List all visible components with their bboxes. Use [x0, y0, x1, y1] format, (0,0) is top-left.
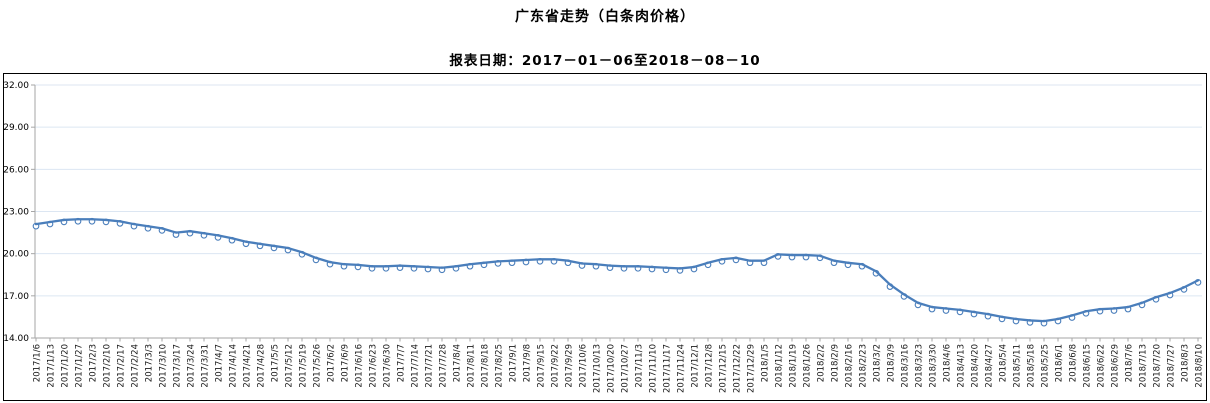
x-tick-label: 2017/8/18 [481, 344, 491, 388]
x-tick-label: 2017/10/6 [579, 344, 589, 388]
x-tick-label: 2017/12/29 [747, 344, 757, 393]
x-tick-label: 2017/6/2 [327, 344, 337, 382]
x-tick-label: 2017/7/21 [425, 344, 435, 388]
x-tick-label: 2018/2/9 [831, 344, 841, 382]
x-tick-label: 2018/5/4 [999, 344, 1009, 382]
x-tick-label: 2017/3/3 [145, 344, 155, 382]
x-tick-label: 2017/9/22 [551, 344, 561, 388]
x-tick-label: 2018/7/13 [1139, 344, 1149, 388]
x-tick-label: 2017/10/13 [593, 344, 603, 393]
x-tick-label: 2018/6/15 [1083, 344, 1093, 388]
x-tick-label: 2017/1/6 [33, 344, 43, 382]
x-tick-label: 2017/6/30 [383, 344, 393, 388]
x-tick-label: 2018/1/5 [761, 344, 771, 382]
y-tick-label: 20.00 [4, 250, 29, 260]
x-tick-label: 2017/11/3 [635, 344, 645, 388]
x-tick-label: 2018/4/20 [971, 344, 981, 388]
x-tick-label: 2018/3/30 [929, 344, 939, 388]
x-tick-label: 2017/9/8 [523, 344, 533, 382]
x-tick-label: 2018/5/11 [1013, 344, 1023, 388]
x-tick-label: 2018/2/23 [859, 344, 869, 388]
report-date-range: 报表日期：2017－01－06至2018－08－10 [449, 53, 761, 69]
x-tick-label: 2018/6/29 [1111, 344, 1121, 388]
x-tick-label: 2018/3/9 [887, 344, 897, 382]
x-tick-label: 2017/2/24 [131, 344, 141, 388]
x-tick-label: 2018/5/25 [1041, 344, 1051, 388]
price-trend-line [34, 218, 1200, 323]
y-tick-label: 29.00 [4, 123, 29, 133]
x-tick-label: 2018/6/8 [1069, 344, 1079, 382]
x-tick-label: 2018/6/22 [1097, 344, 1107, 388]
x-tick-label: 2018/3/23 [915, 344, 925, 388]
x-tick-label: 2017/9/29 [565, 344, 575, 388]
chart-frame: 32.00 29.00 26.00 23.00 20.00 17.00 14.00 2017/… [3, 73, 1207, 401]
price-trend-chart: 32.00 29.00 26.00 23.00 20.00 17.00 14.00 2017/… [3, 81, 1205, 393]
x-tick-label: 2017/11/24 [677, 344, 687, 393]
x-tick-label: 2017/10/27 [621, 344, 631, 393]
x-tick-label: 2017/3/10 [159, 344, 169, 388]
y-tick-label: 17.00 [4, 292, 29, 302]
x-tick-label: 2018/7/20 [1153, 344, 1163, 388]
x-tick-label: 2018/8/10 [1195, 344, 1205, 388]
x-tick-label: 2017/7/7 [397, 344, 407, 382]
x-tick-label: 2018/3/16 [901, 344, 911, 388]
x-tick-label: 2018/4/6 [943, 344, 953, 382]
x-tick-label: 2017/10/20 [607, 344, 617, 393]
x-tick-label: 2018/7/6 [1125, 344, 1135, 382]
x-tick-label: 2018/2/16 [845, 344, 855, 388]
x-tick-label: 2017/2/17 [117, 344, 127, 388]
x-tick-label: 2017/6/16 [355, 344, 365, 388]
x-tick-label: 2018/6/1 [1055, 344, 1065, 382]
y-tick-label: 14.00 [4, 334, 29, 344]
x-tick-label: 2017/7/28 [439, 344, 449, 388]
x-tick-label: 2017/5/26 [313, 344, 323, 388]
x-tick-label: 2018/7/27 [1167, 344, 1177, 388]
x-tick-label: 2017/3/24 [187, 344, 197, 388]
x-tick-label: 2018/8/3 [1181, 344, 1191, 382]
x-tick-label: 2018/1/12 [775, 344, 785, 388]
x-tick-label: 2017/12/8 [705, 344, 715, 388]
x-tick-label: 2017/6/9 [341, 344, 351, 382]
x-tick-label: 2017/8/25 [495, 344, 505, 388]
x-tick-label: 2017/1/27 [75, 344, 85, 388]
x-tick-label: 2017/9/1 [509, 344, 519, 382]
y-tick-label: 23.00 [4, 208, 29, 218]
chart-title: 广东省走势（白条肉价格） [515, 9, 695, 25]
y-tick-label: 26.00 [4, 165, 29, 175]
x-tick-label: 2017/6/23 [369, 344, 379, 388]
x-tick-label: 2018/1/19 [789, 344, 799, 388]
x-tick-label: 2017/3/17 [173, 344, 183, 388]
x-tick-label: 2018/2/2 [817, 344, 827, 382]
x-tick-label: 2017/5/5 [271, 344, 281, 382]
x-tick-label: 2017/12/15 [719, 344, 729, 393]
x-tick-label: 2018/4/13 [957, 344, 967, 388]
x-tick-label: 2017/4/28 [257, 344, 267, 388]
x-tick-label: 2017/1/20 [61, 344, 71, 388]
x-tick-label: 2017/3/31 [201, 344, 211, 388]
x-tick-label: 2017/12/1 [691, 344, 701, 388]
x-tick-label: 2018/5/18 [1027, 344, 1037, 388]
x-tick-label: 2017/5/12 [285, 344, 295, 388]
x-tick-label: 2017/11/17 [663, 344, 673, 393]
x-tick-label: 2017/5/19 [299, 344, 309, 388]
x-tick-label: 2017/9/15 [537, 344, 547, 388]
x-tick-label: 2017/4/14 [229, 344, 239, 388]
x-tick-label: 2017/4/7 [215, 344, 225, 382]
x-tick-label: 2017/8/11 [467, 344, 477, 388]
x-tick-label: 2017/4/21 [243, 344, 253, 388]
x-tick-label: 2018/1/26 [803, 344, 813, 388]
x-tick-label: 2017/8/4 [453, 344, 463, 382]
x-tick-label: 2017/12/22 [733, 344, 743, 393]
x-tick-label: 2017/1/13 [47, 344, 57, 388]
x-tick-label: 2017/11/10 [649, 344, 659, 393]
y-tick-label: 32.00 [4, 81, 29, 91]
x-tick-label: 2017/7/14 [411, 344, 421, 388]
x-tick-label: 2017/2/10 [103, 344, 113, 388]
x-tick-label: 2018/3/2 [873, 344, 883, 382]
x-tick-label: 2018/4/27 [985, 344, 995, 388]
x-tick-label: 2017/2/3 [89, 344, 99, 382]
